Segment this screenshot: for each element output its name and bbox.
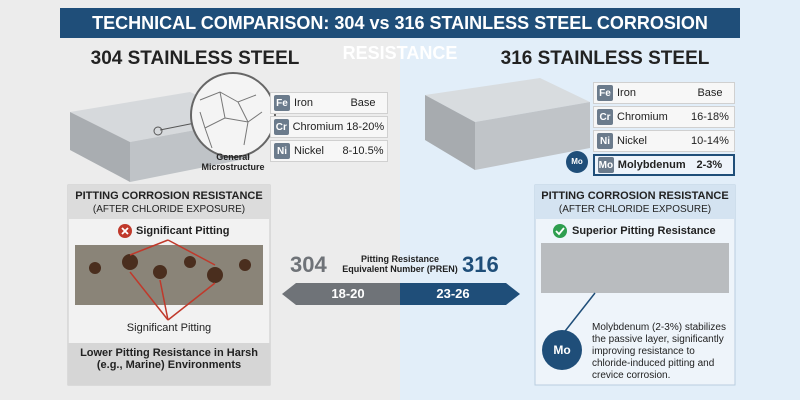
composition-row: Fe Iron Base [270, 92, 388, 114]
grain-boundaries [199, 91, 263, 149]
element-amount: 18-20% [346, 121, 385, 133]
mo-icon-label: Mo [553, 343, 571, 357]
element-name: Chromium [292, 121, 344, 133]
composition-row: Ni Nickel 8-10.5% [270, 140, 388, 162]
steel-side [425, 95, 475, 170]
note: Molybdenum (2-3%) stabilizes the passive… [592, 322, 726, 381]
pren-label: Pitting Resistance Equivalent Number (PR… [342, 254, 458, 274]
element-name: Chromium [617, 111, 668, 123]
range-304: 18-20 [331, 286, 365, 301]
range-316: 23-26 [436, 286, 470, 301]
pitting-subtitle: (AFTER CHLORIDE EXPOSURE) [558, 204, 712, 215]
element-name: Nickel [617, 135, 647, 147]
x-mark [121, 227, 129, 235]
check-icon [553, 224, 567, 238]
pitting-title: PITTING CORROSION RESISTANCE [541, 190, 729, 202]
element-symbol: Mo [598, 157, 614, 173]
callout-arrows [129, 239, 216, 321]
microstructure-label: General Microstructure [201, 152, 265, 172]
pitting-subtitle: (AFTER CHLORIDE EXPOSURE) [92, 204, 246, 215]
element-name: Iron [617, 87, 636, 99]
composition-row: Fe Iron Base [593, 82, 735, 104]
element-symbol: Ni [597, 133, 613, 149]
element-name: Iron [294, 97, 313, 109]
element-amount: 10-14% [691, 135, 729, 147]
badge: Significant Pitting [136, 225, 230, 237]
panel-header [68, 185, 270, 219]
steel-side [70, 112, 130, 182]
element-amount: Base [697, 87, 723, 99]
footer: Lower Pitting Resistance in Harsh (e.g.,… [80, 347, 258, 371]
element-amount: 8-10.5% [342, 145, 384, 157]
pren-arrow-316 [400, 283, 520, 305]
heading-304: 304 STAINLESS STEEL [90, 48, 300, 69]
steel-top [425, 78, 590, 122]
smooth-surface [541, 243, 729, 293]
check-mark [555, 227, 565, 236]
title-bar [60, 8, 740, 38]
element-symbol: Fe [597, 85, 613, 101]
microstructure [190, 72, 276, 158]
pits [89, 254, 251, 283]
element-symbol: Cr [274, 119, 289, 135]
element-name: Molybdenum [617, 159, 686, 171]
pitting-title: PITTING CORROSION RESISTANCE [75, 190, 263, 202]
mo-icon [542, 330, 582, 370]
element-amount: Base [350, 97, 376, 109]
heading-316: 316 STAINLESS STEEL [500, 48, 710, 69]
badge: Superior Pitting Resistance [572, 225, 716, 237]
element-symbol: Fe [274, 95, 290, 111]
element-amount: 16-18% [691, 111, 729, 123]
magnifier-spot [153, 126, 163, 136]
mo-icon-small-label: Mo [571, 157, 583, 166]
element-name: Nickel [294, 145, 324, 157]
mo-icon-small [566, 151, 588, 173]
pren-arrow-304 [282, 283, 400, 305]
grade-304: 304 [290, 252, 327, 277]
footer-band [68, 343, 270, 385]
panel-header [535, 185, 735, 219]
grade-316: 316 [462, 252, 499, 277]
element-amount: 2-3% [696, 159, 723, 171]
steel-front [475, 102, 590, 170]
composition-row: Cr Chromium 16-18% [593, 106, 735, 128]
composition-row: Mo Molybdenum 2-3% [593, 154, 735, 176]
composition-row: Cr Chromium 18-20% [270, 116, 388, 138]
callout: Significant Pitting [126, 322, 212, 334]
composition-row: Ni Nickel 10-14% [593, 130, 735, 152]
element-symbol: Ni [274, 143, 290, 159]
title: TECHNICAL COMPARISON: 304 vs 316 STAINLE… [92, 13, 708, 63]
callout-line [561, 292, 596, 336]
pitted-surface [75, 245, 263, 305]
element-symbol: Cr [597, 109, 613, 125]
